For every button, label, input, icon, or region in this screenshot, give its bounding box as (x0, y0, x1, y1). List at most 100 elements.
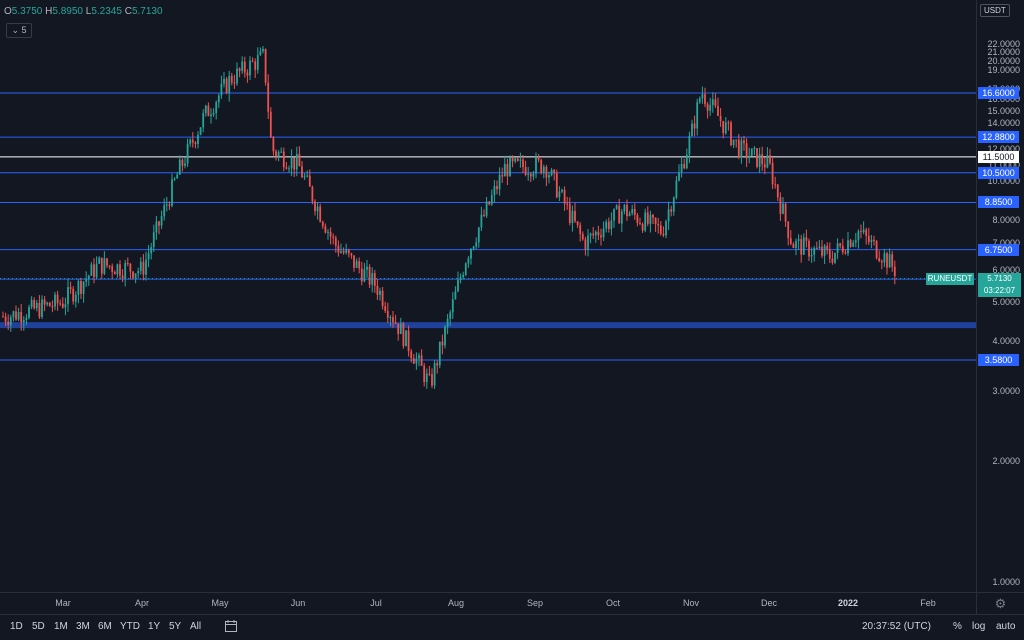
candle-body (693, 123, 696, 129)
candle-body (217, 95, 220, 103)
percent-toggle[interactable]: % (953, 621, 962, 632)
candle-body (558, 191, 561, 198)
gear-icon[interactable]: ⚙ (976, 592, 1024, 614)
auto-toggle[interactable]: auto (996, 621, 1016, 632)
time-axis[interactable]: Mar Apr May Jun Jul Aug Sep Oct Nov Dec 2022 Feb (0, 592, 976, 614)
chart-area[interactable]: O5.3750 H5.8950 L5.2345 C5.7130 ⌄ 5 RUNE… (0, 0, 976, 592)
range-button-ytd[interactable]: YTD (120, 621, 140, 632)
candle-body (433, 363, 436, 386)
candle-body (696, 102, 699, 129)
candle-body (597, 231, 600, 236)
price-chart[interactable] (0, 0, 976, 592)
candle-body (189, 139, 192, 144)
open-value: 5.3750 (11, 6, 43, 17)
price-tick: 7.0000 (992, 238, 1020, 248)
clock-readout[interactable]: 20:37:52 (UTC) (862, 621, 931, 632)
candle-body (750, 148, 753, 156)
indicators-toggle-button[interactable]: ⌄ 5 (6, 23, 32, 38)
candle-body (592, 233, 595, 236)
candle-body (735, 139, 738, 141)
current-price: 5.7130 (987, 273, 1012, 283)
candle-body (652, 214, 654, 218)
candle-body (329, 231, 332, 237)
candle-body (454, 291, 457, 300)
time-axis-label: Aug (447, 598, 465, 608)
range-button-1y[interactable]: 1Y (148, 621, 161, 632)
candle-body (854, 240, 857, 243)
candle-body (493, 186, 496, 196)
candle-body (61, 303, 64, 308)
candle-body (87, 275, 90, 279)
candle-body (784, 203, 787, 222)
candle-body (644, 212, 647, 231)
time-axis-label: Oct (605, 598, 621, 608)
candle-body (545, 166, 548, 178)
candle-body (106, 258, 108, 266)
range-button-5d[interactable]: 5D (32, 621, 45, 632)
price-tick: 6.0000 (992, 265, 1020, 276)
candle-body (316, 206, 319, 212)
candle-body (25, 317, 28, 321)
candle-body (480, 214, 483, 228)
time-axis-label: Feb (920, 598, 936, 608)
candle-body (758, 154, 761, 167)
candle-body (826, 245, 829, 250)
candle-body (431, 374, 433, 386)
candle-body (397, 323, 400, 334)
candle-body (475, 242, 478, 247)
candle-body (72, 288, 75, 302)
candle-body (584, 239, 587, 250)
candle-body (857, 231, 860, 241)
candle-body (269, 111, 272, 138)
candle-body (605, 221, 608, 229)
candle-body (210, 114, 212, 117)
candle-body (792, 243, 795, 249)
candle-body (350, 253, 353, 256)
candle-body (20, 311, 23, 323)
candle-body (613, 208, 615, 221)
candle-body (204, 105, 207, 114)
candle-body (113, 271, 116, 275)
candle-body (503, 164, 506, 177)
candle-body (420, 355, 423, 366)
candle-body (808, 240, 810, 257)
price-tick: 4.0000 (992, 335, 1020, 346)
currency-badge[interactable]: USDT (980, 4, 1010, 17)
time-axis-label: Sep (526, 598, 544, 608)
candle-body (160, 216, 163, 226)
candle-body (129, 263, 132, 272)
time-axis-label: 2022 (837, 598, 859, 608)
candle-body (714, 99, 717, 106)
candle-body (41, 299, 43, 317)
candle-body (779, 197, 782, 214)
candle-body (589, 233, 592, 236)
candle-body (548, 175, 550, 178)
candle-body (571, 210, 574, 224)
bar-countdown: 03:22:07 (983, 285, 1016, 295)
log-toggle[interactable]: log (972, 621, 986, 632)
candle-body (98, 257, 101, 264)
candle-body (761, 154, 764, 165)
candle-body (353, 255, 355, 268)
candle-body (737, 139, 740, 158)
time-axis-label: Dec (760, 598, 778, 608)
calendar-goto-icon[interactable] (224, 619, 238, 636)
candle-body (90, 264, 93, 276)
candle-body (12, 311, 15, 318)
range-button-5y[interactable]: 5Y (169, 621, 182, 632)
range-button-1d[interactable]: 1D (10, 621, 23, 632)
candle-body (724, 122, 727, 134)
range-button-1m[interactable]: 1M (54, 621, 68, 632)
range-button-all[interactable]: All (190, 621, 202, 632)
range-button-3m[interactable]: 3M (76, 621, 90, 632)
candle-body (878, 258, 881, 262)
candle-body (464, 263, 467, 275)
candle-body (93, 264, 95, 278)
range-button-6m[interactable]: 6M (98, 621, 112, 632)
level-price-label: 3.5800 (978, 354, 1019, 367)
candle-body (667, 209, 670, 222)
candle-body (405, 330, 407, 347)
candle-body (243, 61, 246, 73)
price-axis[interactable]: 1.0000 2.0000 3.0000 4.0000 5.0000 6.0000 7.00… (976, 0, 1024, 592)
candle-body (870, 239, 873, 243)
